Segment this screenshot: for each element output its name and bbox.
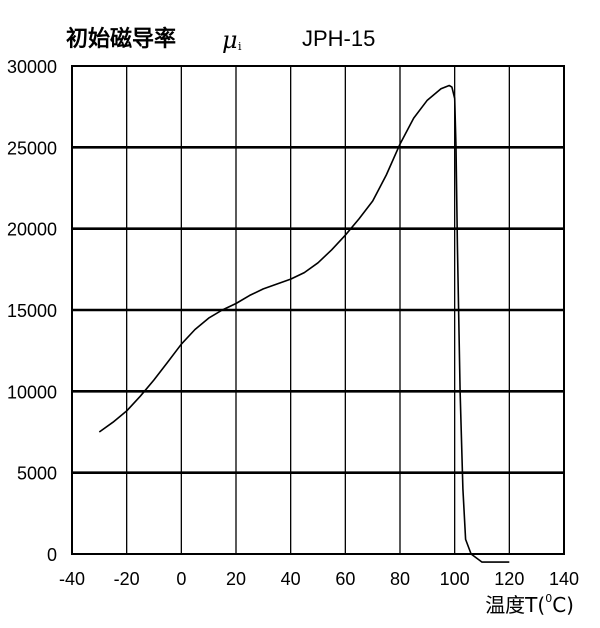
x-tick-label: 0 (176, 569, 186, 589)
x-tick-label: -40 (59, 569, 85, 589)
x-tick-label: -20 (114, 569, 140, 589)
x-tick-label: 40 (281, 569, 301, 589)
x-tick-label: 120 (494, 569, 524, 589)
y-tick-label: 0 (47, 545, 57, 565)
x-tick-labels: -40 -20 0 20 40 60 80 100 120 140 (59, 569, 579, 589)
x-axis-title-superscript: 0 (545, 592, 552, 605)
y-tick-labels: 0 5000 10000 15000 20000 25000 30000 (7, 57, 57, 565)
x-tick-label: 60 (335, 569, 355, 589)
y-tick-label: 15000 (7, 301, 57, 321)
y-tick-label: 25000 (7, 138, 57, 158)
chart-title: 初始磁导率 μ i JPH-15 (66, 26, 375, 54)
y-tick-label: 10000 (7, 382, 57, 402)
x-tick-label: 100 (440, 569, 470, 589)
x-axis-title-suffix: C) (552, 593, 574, 617)
x-tick-label: 20 (226, 569, 246, 589)
y-tick-label: 5000 (17, 464, 57, 484)
x-axis-title-prefix: 温度T( (485, 593, 545, 617)
x-tick-label: 140 (549, 569, 579, 589)
x-tick-label: 80 (390, 569, 410, 589)
y-tick-label: 20000 (7, 220, 57, 240)
series-line (98, 84, 510, 563)
plot-frame (71, 65, 565, 555)
chart-title-text: 初始磁导率 (66, 26, 176, 52)
chart-title-subscript: i (238, 40, 242, 53)
x-axis-title: 温度T(0C) (485, 592, 574, 617)
chart-title-symbol: μ (222, 26, 238, 54)
grid (72, 66, 564, 554)
chart-title-model: JPH-15 (302, 26, 375, 51)
plot-border (71, 65, 565, 555)
y-tick-label: 30000 (7, 57, 57, 77)
series-group (98, 84, 510, 563)
